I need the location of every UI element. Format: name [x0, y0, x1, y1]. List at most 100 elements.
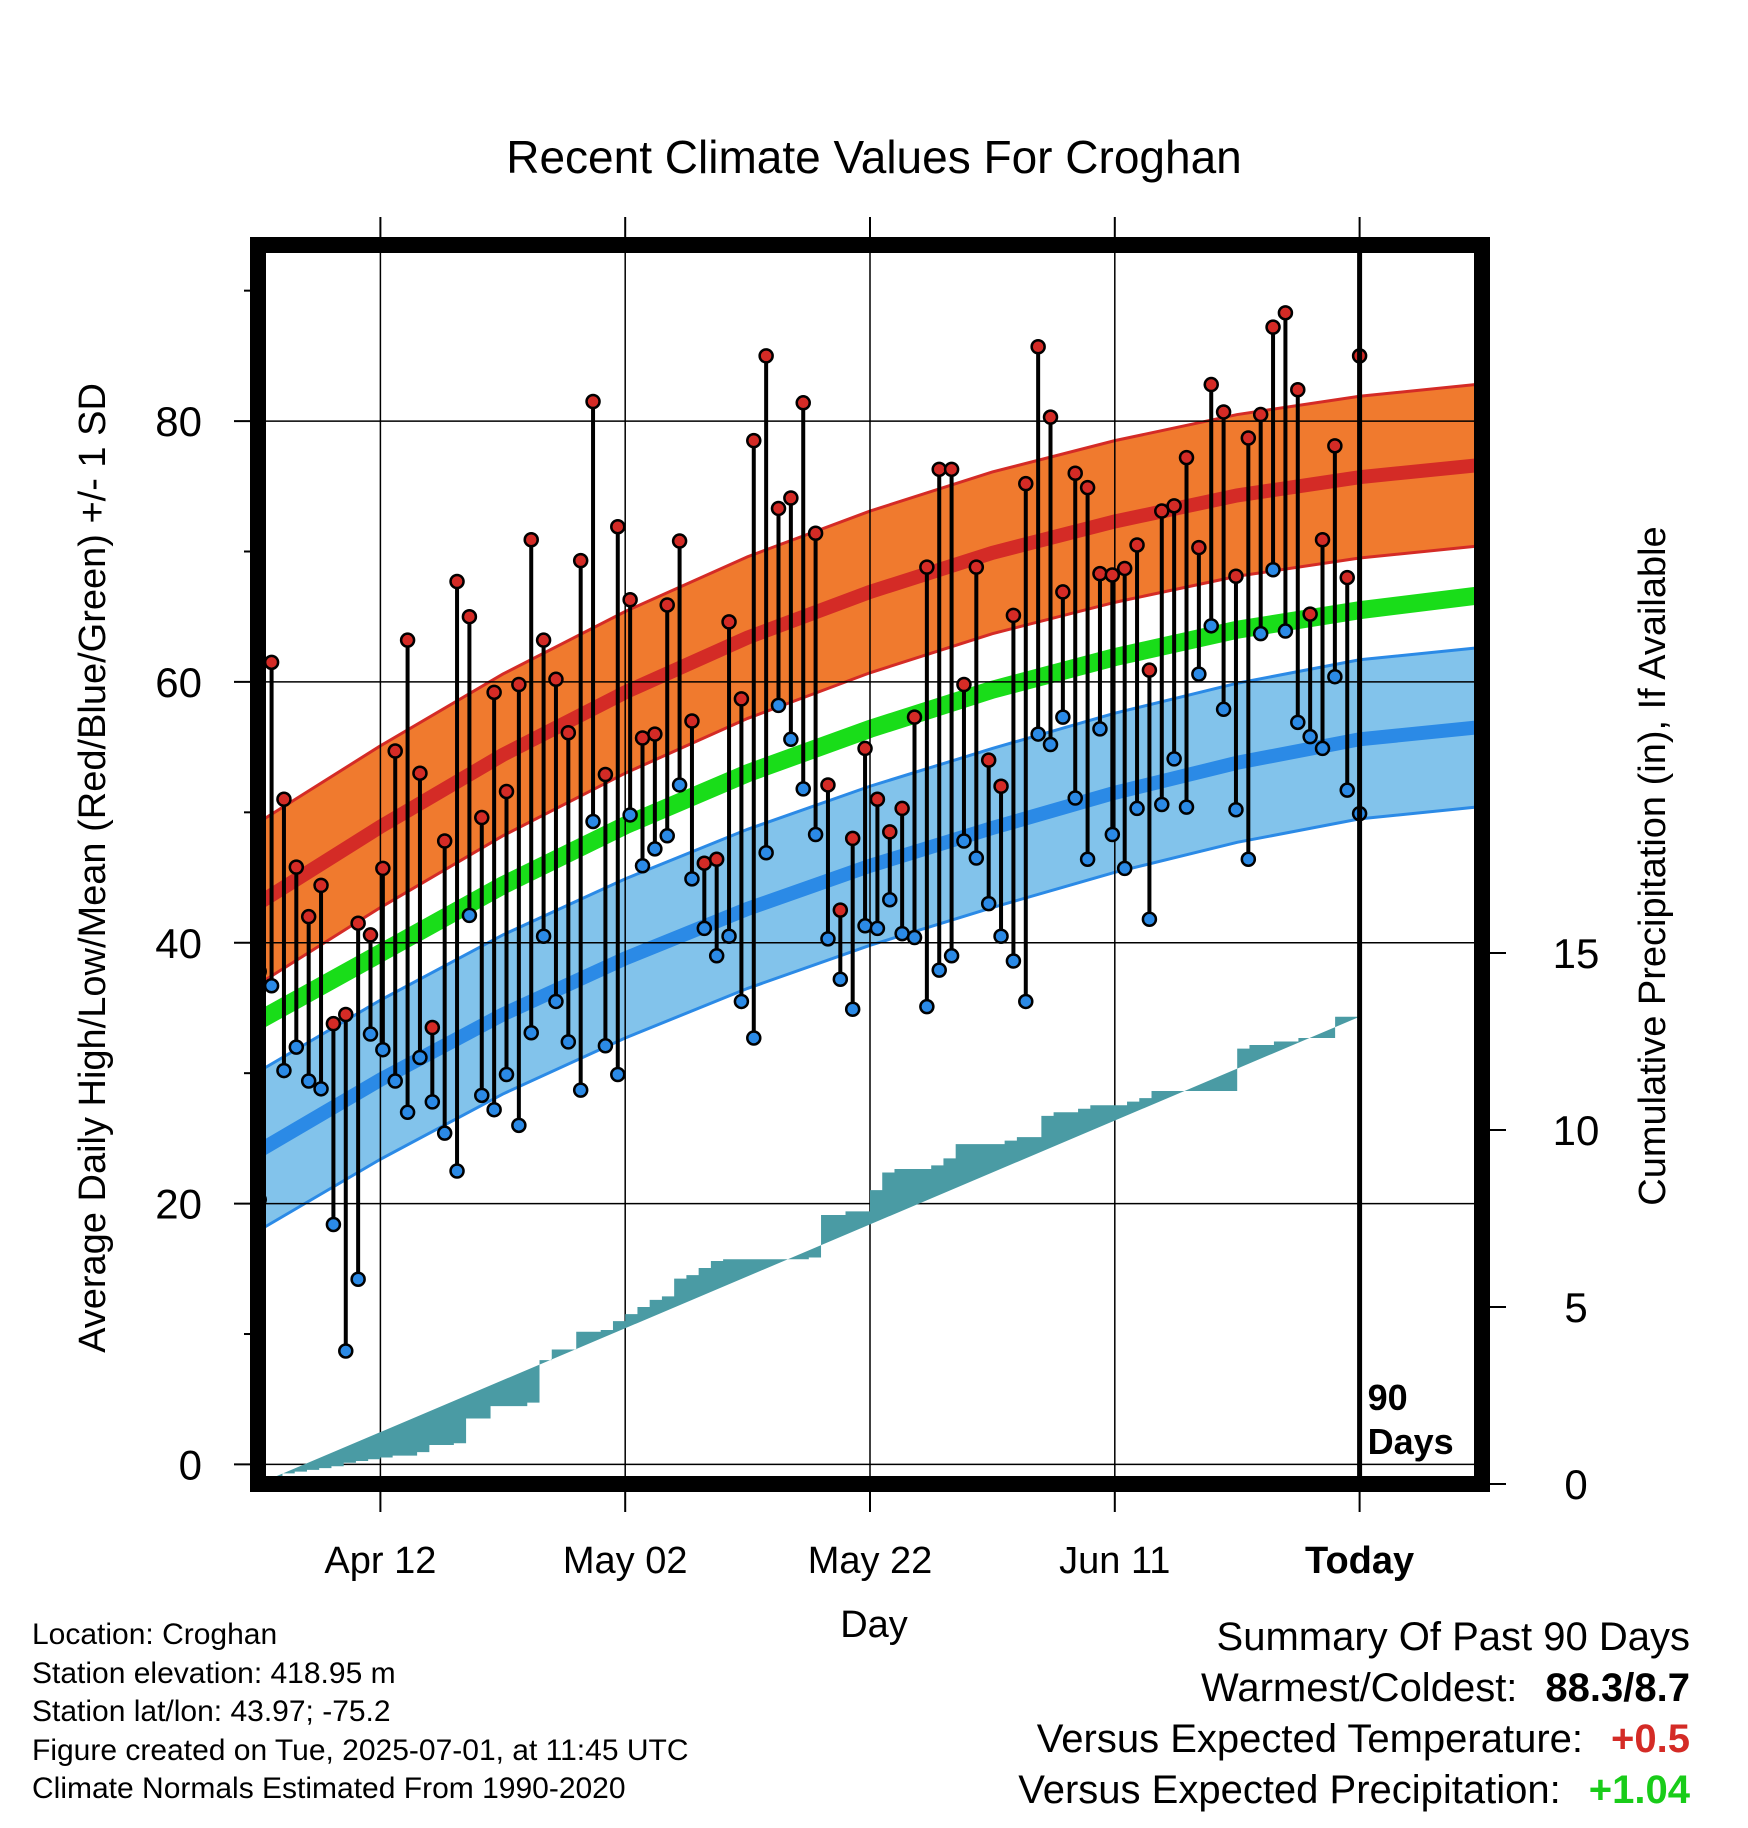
- high-point: [548, 671, 564, 688]
- high-point: [572, 552, 589, 569]
- high-point: [882, 824, 898, 840]
- y2-tick-label: 15: [1553, 930, 1600, 977]
- low-point: [1104, 826, 1121, 843]
- high-point: [1240, 430, 1257, 446]
- low-point: [585, 813, 601, 830]
- low-point: [770, 697, 787, 714]
- high-point: [1116, 560, 1133, 577]
- high-point: [844, 830, 861, 847]
- high-point: [276, 791, 292, 808]
- high-point: [1203, 376, 1219, 393]
- high-point: [1129, 537, 1145, 553]
- low-point: [523, 1024, 539, 1041]
- low-point: [1203, 618, 1219, 634]
- precipitation-anomaly-value: +1.04: [1588, 1768, 1690, 1812]
- elevation-text: Station elevation: 418.95 m: [32, 1656, 396, 1690]
- high-point: [968, 559, 985, 575]
- summary-temperature: Versus Expected Temperature: +0.5: [1018, 1714, 1690, 1765]
- low-point: [597, 1038, 614, 1054]
- high-point: [1265, 319, 1281, 335]
- low-point: [1302, 728, 1318, 745]
- high-point: [857, 740, 873, 757]
- high-point: [647, 726, 663, 742]
- low-point: [412, 1049, 428, 1066]
- low-point: [968, 850, 985, 866]
- low-point: [535, 928, 552, 944]
- low-point: [634, 858, 651, 874]
- high-point: [943, 461, 960, 478]
- summary-title: Summary Of Past 90 Days: [1216, 1615, 1690, 1659]
- low-point: [560, 1034, 577, 1050]
- low-point: [882, 891, 898, 908]
- created-text: Figure created on Tue, 2025-07-01, at 11…: [32, 1733, 689, 1767]
- low-point: [375, 1041, 391, 1058]
- low-point: [708, 948, 725, 964]
- high-point: [436, 833, 453, 849]
- station-info: Location: Croghan Station elevation: 418…: [32, 1616, 689, 1809]
- low-point: [647, 841, 663, 857]
- high-point: [1005, 607, 1022, 624]
- low-point: [498, 1066, 515, 1083]
- high-point: [807, 525, 824, 541]
- high-point: [832, 902, 849, 918]
- high-point: [1030, 338, 1046, 355]
- low-point: [1215, 701, 1232, 718]
- high-point: [869, 791, 886, 808]
- low-point: [338, 1343, 354, 1359]
- low-point: [288, 1039, 305, 1055]
- low-point: [350, 1271, 366, 1287]
- low-point: [1191, 666, 1207, 682]
- low-point: [820, 931, 836, 947]
- low-point: [1141, 911, 1158, 928]
- low-point: [906, 929, 923, 946]
- today-annotation: Days: [1368, 1421, 1454, 1462]
- low-point: [1166, 751, 1182, 767]
- high-point: [733, 691, 750, 707]
- high-point: [461, 608, 478, 625]
- y-tick-label: 0: [179, 1441, 202, 1488]
- high-point: [1178, 449, 1195, 466]
- low-point: [758, 845, 774, 861]
- low-point: [610, 1066, 626, 1083]
- low-point: [671, 777, 688, 793]
- chart-title: Recent Climate Values For Croghan: [506, 131, 1241, 183]
- low-point: [696, 920, 713, 937]
- high-point: [634, 730, 651, 746]
- high-point: [906, 709, 923, 725]
- high-point: [1277, 305, 1294, 321]
- low-point: [263, 978, 280, 994]
- high-point: [1228, 568, 1244, 585]
- low-point: [1277, 623, 1294, 639]
- high-point: [338, 1006, 354, 1023]
- low-point: [300, 1073, 317, 1089]
- low-point: [1290, 714, 1306, 731]
- low-point: [795, 781, 811, 797]
- y2-tick-label: 5: [1564, 1284, 1587, 1331]
- high-point: [622, 591, 638, 608]
- high-point: [610, 518, 626, 535]
- high-point: [1166, 498, 1182, 514]
- low-point: [1339, 782, 1355, 798]
- precip-area: [258, 1016, 1360, 1484]
- low-point: [313, 1081, 329, 1097]
- low-point: [511, 1117, 527, 1134]
- warmest-coldest-value: 88.3/8.7: [1545, 1666, 1690, 1710]
- high-point: [659, 597, 675, 613]
- low-point: [1079, 851, 1096, 868]
- y-tick-label: 20: [155, 1181, 202, 1228]
- temperature-label: Versus Expected Temperature:: [1036, 1717, 1584, 1761]
- low-point: [276, 1062, 292, 1079]
- high-point: [560, 725, 577, 741]
- low-sd-band: [258, 648, 1476, 1231]
- low-point: [807, 826, 824, 843]
- low-point: [1067, 790, 1083, 806]
- high-point: [1290, 382, 1306, 398]
- y-tick-label: 80: [155, 398, 202, 445]
- high-point: [758, 348, 774, 364]
- low-point: [622, 807, 638, 823]
- low-point: [548, 993, 564, 1010]
- high-point: [350, 915, 366, 931]
- low-point: [474, 1087, 490, 1104]
- high-point: [1092, 565, 1108, 582]
